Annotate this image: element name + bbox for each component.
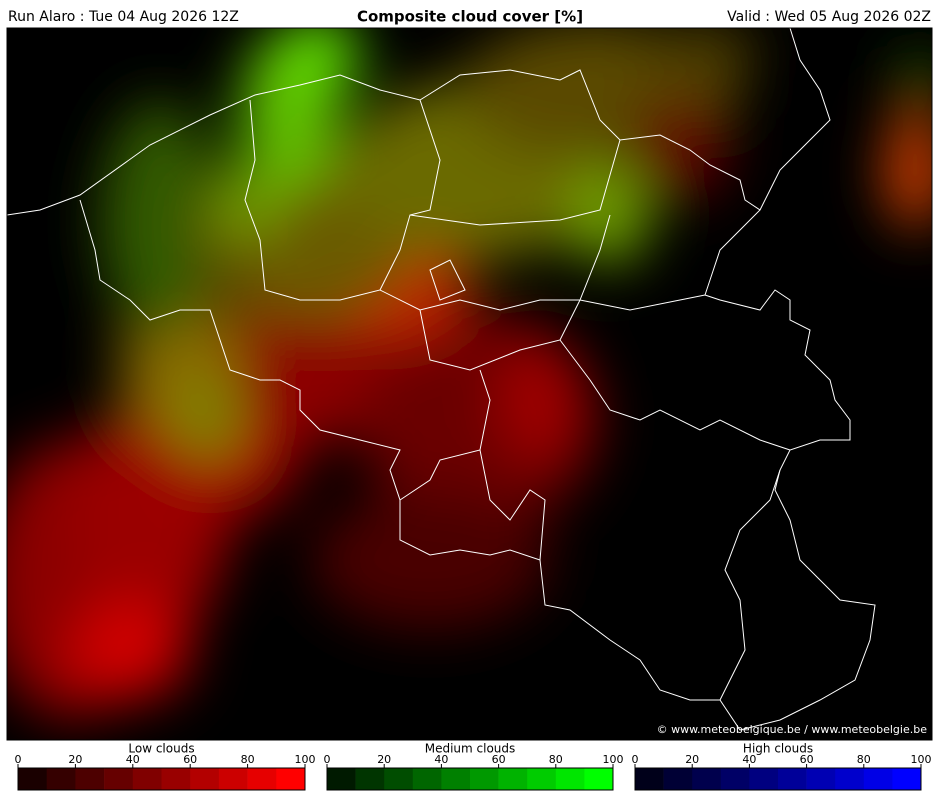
- color-swatch: [132, 768, 162, 790]
- tick-label: 0: [15, 753, 22, 766]
- borders: [7, 28, 876, 731]
- color-swatch: [355, 768, 385, 790]
- color-swatch: [778, 768, 807, 790]
- valid-label: Valid : Wed 05 Aug 2026 02Z: [727, 9, 931, 25]
- color-swatch: [104, 768, 134, 790]
- color-swatch: [749, 768, 779, 790]
- tick-label: 40: [742, 753, 756, 766]
- legend-title: High clouds: [743, 742, 813, 756]
- color-swatch: [218, 768, 248, 790]
- map-frame: [6, 27, 933, 741]
- map-title: Composite cloud cover [%]: [357, 8, 583, 26]
- color-swatch: [327, 768, 356, 790]
- color-swatch: [190, 768, 220, 790]
- color-swatch: [692, 768, 722, 790]
- tick-label: 40: [434, 753, 448, 766]
- color-swatch: [75, 768, 105, 790]
- color-swatch: [412, 768, 442, 790]
- tick-label: 80: [241, 753, 255, 766]
- tick-label: 40: [126, 753, 140, 766]
- color-swatch: [18, 768, 47, 790]
- color-swatch: [720, 768, 750, 790]
- color-swatch: [892, 768, 922, 790]
- tick-label: 60: [183, 753, 197, 766]
- color-swatch: [635, 768, 664, 790]
- tick-label: 100: [295, 753, 316, 766]
- color-swatch: [527, 768, 557, 790]
- tick-label: 20: [685, 753, 699, 766]
- color-swatch: [384, 768, 414, 790]
- tick-label: 60: [492, 753, 506, 766]
- tick-label: 20: [68, 753, 82, 766]
- color-swatch: [46, 768, 76, 790]
- colorbar-frame: [326, 767, 614, 791]
- tick-label: 80: [549, 753, 563, 766]
- tick-label: 20: [377, 753, 391, 766]
- tick-label: 60: [800, 753, 814, 766]
- color-swatch: [663, 768, 693, 790]
- color-swatch: [441, 768, 471, 790]
- legends: Low clouds 0 20 40 60 80 100 Medium clouds 0 20 40…: [15, 742, 932, 791]
- tick-label: 80: [857, 753, 871, 766]
- colorbar-frame: [634, 767, 922, 791]
- cloud-field: [7, 28, 932, 720]
- run-label: Run Alaro : Tue 04 Aug 2026 12Z: [8, 9, 239, 25]
- color-swatch: [498, 768, 528, 790]
- colorbar-frame: [17, 767, 306, 791]
- color-swatch: [276, 768, 306, 790]
- color-swatch: [835, 768, 865, 790]
- color-swatch: [555, 768, 585, 790]
- map: [7, 28, 932, 740]
- tick-label: 100: [911, 753, 932, 766]
- tick-label: 0: [632, 753, 639, 766]
- legend-title: Medium clouds: [425, 742, 516, 756]
- legend-title: Low clouds: [128, 742, 194, 756]
- credit: © www.meteobelgique.be / www.meteobelgie…: [657, 723, 928, 736]
- color-swatch: [247, 768, 277, 790]
- color-swatch: [806, 768, 836, 790]
- color-swatch: [584, 768, 614, 790]
- tick-label: 100: [603, 753, 624, 766]
- color-swatch: [863, 768, 893, 790]
- color-swatch: [161, 768, 191, 790]
- color-swatch: [470, 768, 499, 790]
- tick-label: 0: [324, 753, 331, 766]
